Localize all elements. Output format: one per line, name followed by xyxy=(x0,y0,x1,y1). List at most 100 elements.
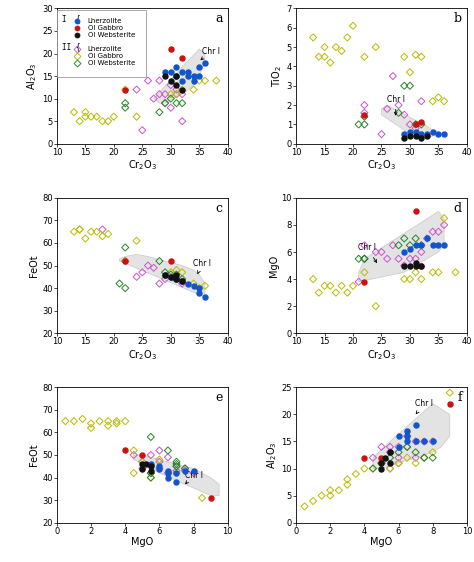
Point xyxy=(184,67,191,76)
Point xyxy=(161,90,169,99)
Point xyxy=(420,437,428,446)
Point xyxy=(418,241,425,250)
Point xyxy=(418,241,425,250)
Text: Chr I: Chr I xyxy=(201,47,219,60)
Point xyxy=(82,234,89,243)
Point xyxy=(355,120,363,129)
Point xyxy=(116,279,123,288)
Point xyxy=(207,493,214,502)
Point xyxy=(167,94,174,103)
Point xyxy=(121,243,129,252)
Point xyxy=(79,414,86,423)
Point xyxy=(395,442,402,451)
Point xyxy=(386,459,394,468)
Point xyxy=(361,268,368,277)
Point xyxy=(440,214,448,223)
Point xyxy=(435,268,442,277)
Point xyxy=(173,71,180,80)
Point xyxy=(315,288,323,297)
Point xyxy=(178,279,186,288)
Point xyxy=(130,469,137,478)
Point xyxy=(429,128,437,137)
Point xyxy=(406,275,414,284)
Point xyxy=(155,76,163,85)
Point xyxy=(420,453,428,462)
Point xyxy=(386,464,394,473)
Point xyxy=(161,67,169,76)
Point xyxy=(386,448,394,457)
Point xyxy=(173,275,180,284)
Point xyxy=(116,62,123,71)
Point xyxy=(369,464,377,473)
Point xyxy=(361,52,368,61)
Polygon shape xyxy=(134,455,219,496)
Point xyxy=(406,261,414,270)
Point xyxy=(418,133,425,142)
Point xyxy=(412,51,419,60)
Point xyxy=(420,453,428,462)
Point xyxy=(355,277,363,286)
Point xyxy=(412,120,419,129)
Point xyxy=(173,460,180,469)
Point xyxy=(195,284,203,293)
Point xyxy=(161,99,169,108)
Point xyxy=(104,229,112,238)
Point xyxy=(321,43,328,52)
Point xyxy=(147,469,155,478)
Point xyxy=(412,254,419,263)
Point xyxy=(201,76,209,85)
Point xyxy=(133,112,140,121)
Point xyxy=(355,254,363,263)
Point xyxy=(121,284,129,293)
Point xyxy=(167,268,174,277)
Point xyxy=(121,85,129,94)
Point xyxy=(155,446,163,455)
Point xyxy=(321,282,328,291)
Point xyxy=(96,416,103,425)
Point xyxy=(133,236,140,245)
Point xyxy=(378,464,385,473)
Point xyxy=(344,288,351,297)
X-axis label: Cr$_2$O$_3$: Cr$_2$O$_3$ xyxy=(367,158,396,172)
Point xyxy=(121,256,129,265)
Point xyxy=(383,254,391,263)
Point xyxy=(161,99,169,108)
Point xyxy=(361,464,368,473)
Point xyxy=(361,120,368,129)
Point xyxy=(178,67,186,76)
Point xyxy=(173,462,180,471)
Point xyxy=(446,388,454,397)
Point xyxy=(99,232,106,241)
Point xyxy=(386,448,394,457)
Point xyxy=(184,279,191,288)
Point xyxy=(198,493,206,502)
Y-axis label: FeOt: FeOt xyxy=(29,443,39,466)
Text: I  {: I { xyxy=(62,15,81,24)
Point xyxy=(386,442,394,451)
Point xyxy=(403,432,411,441)
Point xyxy=(147,473,155,482)
Point xyxy=(190,279,197,288)
Point xyxy=(423,234,431,243)
Point xyxy=(369,453,377,462)
Text: Chr I: Chr I xyxy=(415,399,433,414)
Point xyxy=(121,256,129,265)
Polygon shape xyxy=(119,254,205,297)
Point xyxy=(167,273,174,282)
Point xyxy=(195,284,203,293)
Point xyxy=(93,227,100,236)
Point xyxy=(87,227,95,236)
Point xyxy=(452,268,459,277)
Point xyxy=(361,453,368,462)
Point xyxy=(423,130,431,139)
Point xyxy=(372,43,380,52)
Point xyxy=(440,97,448,106)
Point xyxy=(70,416,78,425)
Point xyxy=(121,99,129,108)
Point xyxy=(344,481,351,490)
Point xyxy=(378,459,385,468)
Point xyxy=(369,464,377,473)
Point xyxy=(147,473,155,482)
Point xyxy=(70,227,78,236)
Point xyxy=(173,99,180,108)
